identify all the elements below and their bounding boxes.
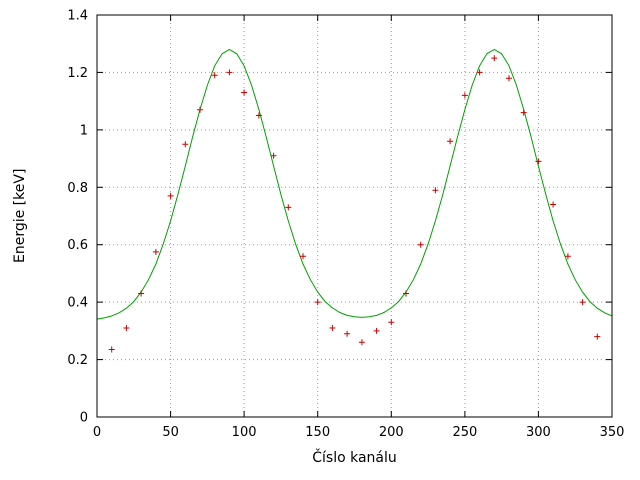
x-tick-label: 0 [93,425,101,440]
y-tick-label: 0 [80,411,88,426]
data-point-marker [314,299,321,306]
data-point-marker [226,69,233,76]
data-point-marker [506,75,512,82]
data-point-marker [417,241,424,248]
y-tick-label: 0.6 [67,238,88,253]
data-point-marker [108,346,115,353]
data-point-marker [167,192,174,199]
data-point-marker [447,138,454,145]
data-point-marker [255,112,262,119]
x-tick-label: 50 [162,425,179,440]
data-point-marker [152,248,159,255]
x-tick-label: 200 [379,425,404,440]
fit-curve-line [96,48,613,320]
data-point-marker [373,327,380,334]
data-point-marker [211,72,218,79]
data-point-marker [285,204,292,211]
data-point-marker [182,141,189,148]
x-tick-label: 350 [600,425,625,440]
data-point-marker [123,325,130,331]
data-point-marker [564,253,571,260]
data-point-marker [594,333,601,340]
data-point-marker [270,152,277,159]
x-tick-label: 100 [232,425,257,440]
data-point-marker [403,290,409,297]
data-point-marker [476,69,483,76]
data-point-marker [535,158,542,165]
data-point-marker [388,319,395,326]
data-point-marker [344,330,351,337]
y-tick-label: 1 [80,123,88,138]
data-point-marker [461,92,468,99]
data-point-marker [358,339,365,346]
data-point-marker [138,290,145,297]
data-point-marker [520,109,527,116]
y-axis-title: Energie [keV] [12,168,28,264]
data-point-marker [432,187,439,194]
y-tick-label: 1.4 [67,9,88,24]
data-point-marker [197,106,203,113]
y-tick-label: 1.2 [67,66,88,81]
x-tick-label: 150 [305,425,330,440]
data-point-marker [491,55,498,62]
x-tick-label: 250 [452,425,477,440]
plot-border [96,14,613,418]
y-tick-label: 0.8 [67,181,88,196]
y-tick-label: 0.4 [67,296,88,311]
data-point-marker [241,89,248,96]
data-point-marker [579,299,586,306]
data-point-marker [300,253,306,260]
data-point-marker [329,325,336,331]
data-point-marker [550,201,557,208]
y-tick-label: 0.2 [67,353,88,368]
x-tick-label: 300 [526,425,551,440]
x-axis-title: Číslo kanálu [312,450,397,466]
